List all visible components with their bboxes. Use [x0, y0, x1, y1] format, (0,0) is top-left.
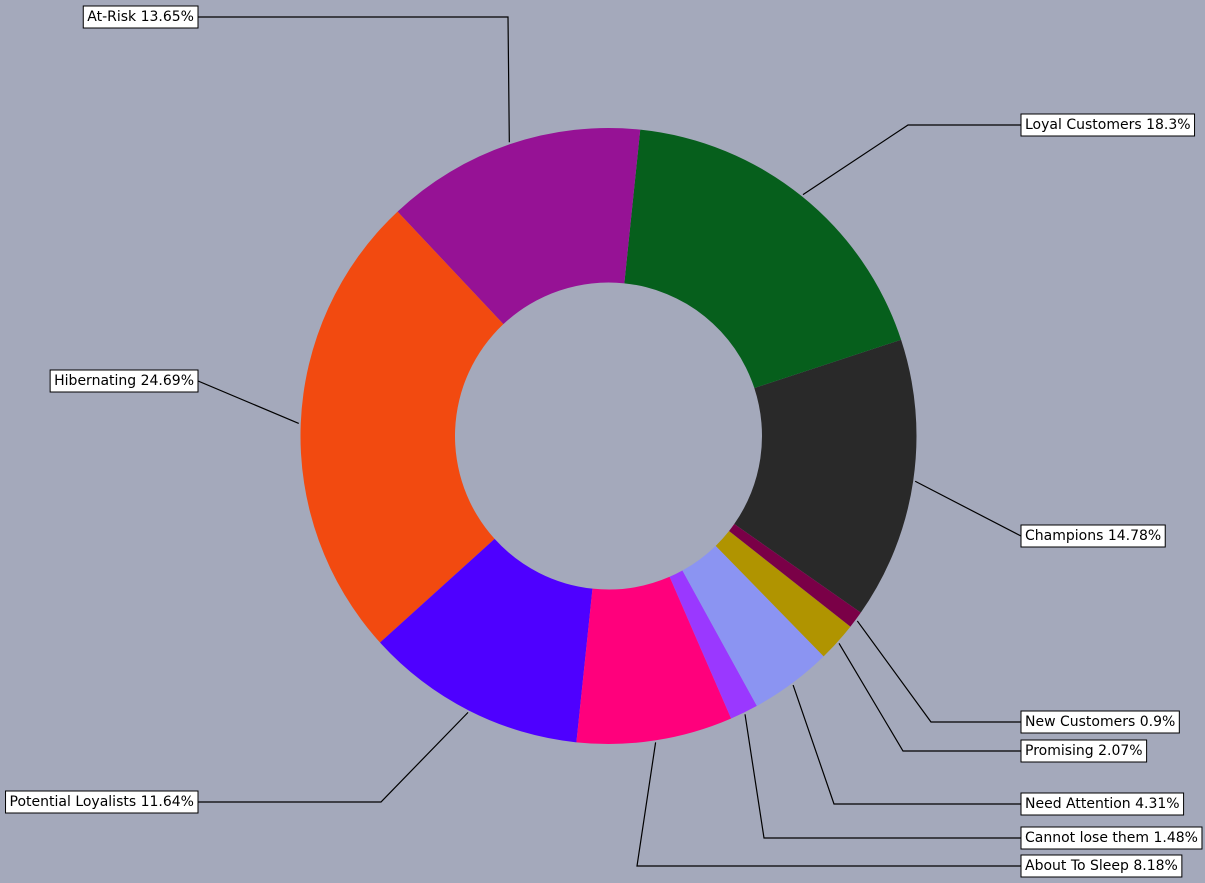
slice-4: [380, 538, 593, 743]
slice-label-4: Potential Loyalists 11.64%: [5, 790, 199, 814]
slice-label-9: New Customers 0.9%: [1020, 710, 1180, 734]
slice-3: [300, 211, 504, 643]
label-box: [1020, 854, 1183, 878]
label-text: Hibernating 24.69%: [54, 373, 194, 389]
label-box: [5, 790, 199, 814]
label-box: [49, 369, 199, 393]
label-text: New Customers 0.9%: [1025, 714, 1175, 730]
label-box: [1020, 113, 1196, 137]
slice-label-7: Need Attention 4.31%: [1020, 792, 1185, 816]
label-text: Cannot lose them 1.48%: [1025, 830, 1198, 846]
slice-1: [624, 129, 902, 389]
leader-line-8: [838, 642, 1021, 752]
slice-label-6: Cannot lose them 1.48%: [1020, 826, 1203, 850]
slice-7: [682, 545, 824, 706]
slice-label-0: Champions 14.78%: [1020, 524, 1166, 548]
slice-label-2: At-Risk 13.65%: [82, 5, 199, 29]
slice-2: [397, 127, 641, 325]
leader-line-4: [198, 711, 469, 803]
label-text: About To Sleep 8.18%: [1025, 858, 1178, 874]
slice-labels: Champions 14.78% Loyal Customers 18.3% At-…: [5, 5, 1203, 878]
label-box: [1020, 710, 1180, 734]
leader-line-6: [744, 714, 1021, 839]
leader-line-5: [636, 742, 1021, 867]
label-text: At-Risk 13.65%: [87, 9, 194, 25]
label-text: Potential Loyalists 11.64%: [10, 794, 194, 810]
donut-slices: [300, 127, 917, 745]
label-text: Promising 2.07%: [1025, 743, 1143, 759]
leader-line-2: [198, 16, 510, 143]
leader-line-1: [802, 124, 1021, 196]
slice-label-5: About To Sleep 8.18%: [1020, 854, 1183, 878]
slice-6: [669, 570, 757, 719]
leader-line-0: [914, 480, 1022, 537]
leader-lines: [197, 16, 1022, 867]
slice-label-8: Promising 2.07%: [1020, 739, 1148, 763]
slice-5: [576, 576, 732, 745]
slice-0: [734, 339, 917, 613]
label-text: Champions 14.78%: [1025, 528, 1161, 544]
slice-label-3: Hibernating 24.69%: [49, 369, 199, 393]
label-box: [82, 5, 199, 29]
leader-line-9: [856, 620, 1021, 723]
slice-8: [715, 531, 851, 657]
leader-line-7: [792, 684, 1021, 805]
label-text: Need Attention 4.31%: [1025, 796, 1180, 812]
slice-label-1: Loyal Customers 18.3%: [1020, 113, 1196, 137]
label-text: Loyal Customers 18.3%: [1025, 117, 1191, 133]
label-box: [1020, 739, 1148, 763]
slice-9: [729, 524, 861, 627]
label-box: [1020, 524, 1166, 548]
label-box: [1020, 826, 1203, 850]
leader-line-3: [197, 380, 299, 424]
label-box: [1020, 792, 1185, 816]
